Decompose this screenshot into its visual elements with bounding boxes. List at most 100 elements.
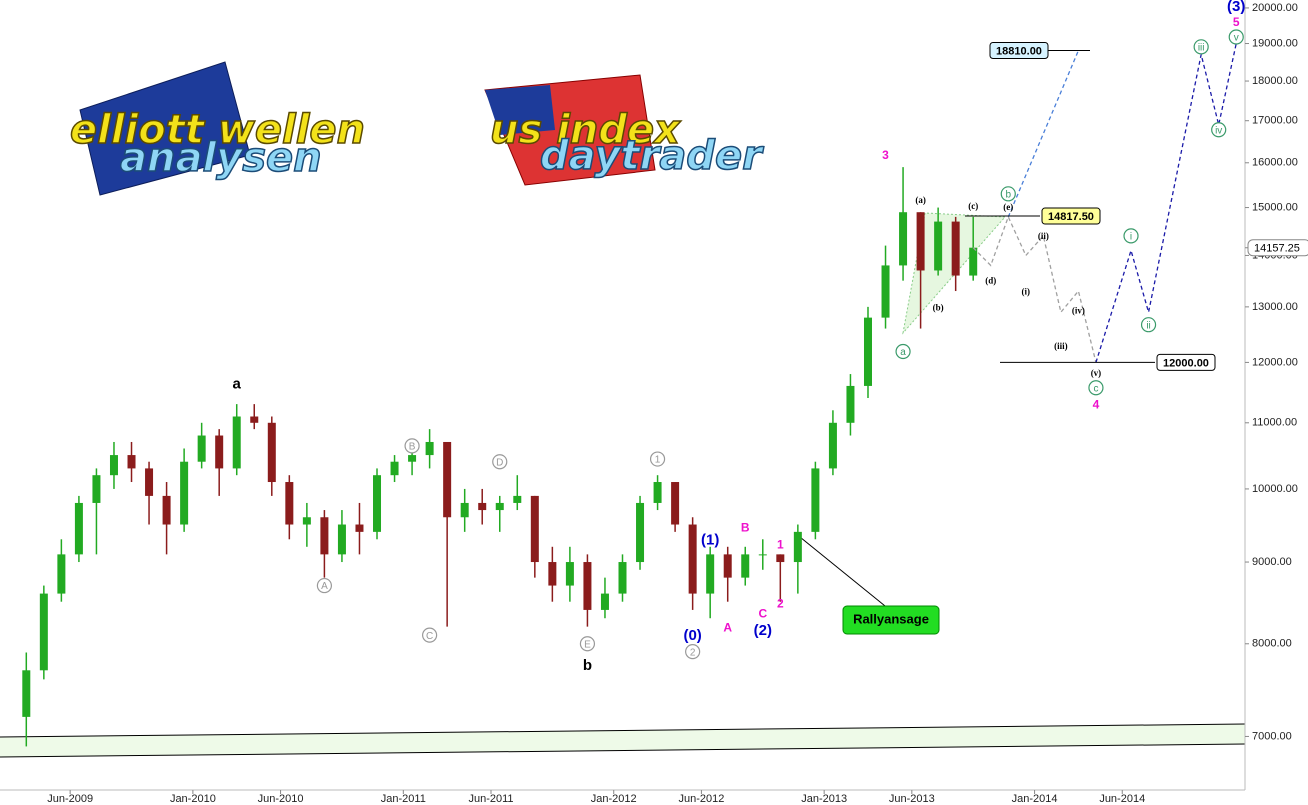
candle-body xyxy=(460,502,469,518)
flag xyxy=(79,61,251,196)
wave-label: (d) xyxy=(985,276,996,286)
wave-label: A xyxy=(321,581,328,592)
wave-label: (iii) xyxy=(1054,341,1068,351)
candle-body xyxy=(583,562,592,610)
candle-body xyxy=(443,441,452,518)
candle-body xyxy=(811,468,820,532)
wave-label: (e) xyxy=(1003,202,1013,212)
candle-body xyxy=(373,475,382,532)
x-tick-label: Jan-2010 xyxy=(170,793,216,805)
candle-body xyxy=(109,455,118,476)
wave-circle xyxy=(492,454,508,470)
last-price-box xyxy=(1247,239,1308,257)
level-box xyxy=(1041,207,1101,225)
wave-label: (3) xyxy=(1227,0,1245,15)
logo-text: analysen xyxy=(120,135,322,181)
x-tick-label: Jan-2011 xyxy=(381,793,426,805)
y-tick-label: 17000.00 xyxy=(1252,115,1298,127)
candle-body xyxy=(706,554,715,594)
channel-fill xyxy=(0,724,1245,757)
candle-body xyxy=(180,461,189,525)
y-tick-label: 18000.00 xyxy=(1252,75,1298,87)
candle-body xyxy=(495,502,504,511)
wave-label: iii xyxy=(1198,42,1205,53)
y-tick-label: 12000.00 xyxy=(1252,356,1298,368)
y-tick-label: 20000.00 xyxy=(1252,2,1298,14)
logo-elliott: elliott wellen analysen xyxy=(69,61,366,196)
candle-body xyxy=(39,593,48,671)
logo-text: elliott wellen xyxy=(70,107,365,153)
candle-body xyxy=(723,554,732,578)
candle-body xyxy=(127,455,136,469)
wave-label: (0) xyxy=(683,627,701,644)
y-tick-label: 13000.00 xyxy=(1252,301,1298,313)
y-tick-label: 16000.00 xyxy=(1252,157,1298,169)
candle-body xyxy=(232,416,241,469)
candle-body xyxy=(408,455,417,462)
candle-body xyxy=(758,554,767,556)
x-tick-label: Jan-2013 xyxy=(801,793,847,805)
y-tick-label: 7000.00 xyxy=(1252,730,1292,742)
y-tick-label: 15000.00 xyxy=(1252,201,1298,213)
x-tick-label: Jun-2011 xyxy=(468,793,513,805)
wave-label: 5 xyxy=(1233,15,1240,29)
wave-circle xyxy=(1193,39,1209,55)
wave-label: b xyxy=(1005,189,1011,200)
wave-label: c xyxy=(1093,383,1098,394)
candle-body xyxy=(548,562,557,586)
candle-body xyxy=(863,317,872,386)
level-label: 18810.00 xyxy=(996,45,1042,57)
candle-body xyxy=(969,247,978,276)
x-tick-label: Jun-2010 xyxy=(258,793,304,805)
candle-body xyxy=(250,416,259,423)
wave-label: iv xyxy=(1215,125,1222,136)
logo-text: daytrader xyxy=(540,133,764,179)
wave-label: 4 xyxy=(1093,397,1100,411)
wave-circle xyxy=(1140,317,1157,333)
level-label: 12000.00 xyxy=(1163,357,1209,369)
candle-body xyxy=(688,524,697,594)
candle-body xyxy=(776,554,785,563)
wave-label: (i) xyxy=(1022,287,1031,297)
wave-label: a xyxy=(900,347,906,358)
candle-body xyxy=(215,435,224,469)
wave-label: 1 xyxy=(777,538,784,552)
x-tick-label: Jan-2014 xyxy=(1012,793,1058,805)
candle-body xyxy=(390,461,399,476)
candle-body xyxy=(793,531,802,563)
wave-label: B xyxy=(409,442,416,453)
wave-label: (1) xyxy=(701,531,719,548)
candle-body xyxy=(951,221,960,276)
callout-text: Rallyansage xyxy=(853,611,929,626)
candle-body xyxy=(478,502,487,511)
wave-label: b xyxy=(583,657,592,674)
candle-body xyxy=(513,495,522,503)
y-tick-label: 9000.00 xyxy=(1252,556,1292,568)
wave-label: v xyxy=(1234,33,1239,44)
projection xyxy=(1095,43,1237,363)
level-label: 14817.50 xyxy=(1048,211,1094,223)
wave-circle xyxy=(1228,29,1244,45)
wave-circle xyxy=(1211,122,1227,138)
wave-label: (b) xyxy=(933,302,944,312)
level-box xyxy=(989,42,1049,60)
projection xyxy=(1007,50,1080,218)
wave-label: 2 xyxy=(777,597,784,611)
wave-label: 3 xyxy=(882,148,889,162)
candle-body xyxy=(565,562,574,586)
x-tick-label: Jun-2009 xyxy=(47,793,93,805)
y-tick-label: 19000.00 xyxy=(1252,37,1298,49)
candle-body xyxy=(267,422,276,483)
wave-circle xyxy=(895,343,911,360)
wave-label: 1 xyxy=(655,455,661,466)
last-price-label: 14157.25 xyxy=(1254,243,1300,255)
x-tick-label: Jun-2014 xyxy=(1099,793,1145,805)
wave-label: (ii) xyxy=(1038,231,1049,241)
candle-body xyxy=(881,265,890,318)
channel-line xyxy=(0,743,1246,758)
y-tick-label: 8000.00 xyxy=(1252,638,1292,650)
callout-box xyxy=(842,605,940,635)
wave-label: 2 xyxy=(690,647,696,658)
candle-body xyxy=(22,670,31,717)
level-box xyxy=(1156,353,1216,371)
